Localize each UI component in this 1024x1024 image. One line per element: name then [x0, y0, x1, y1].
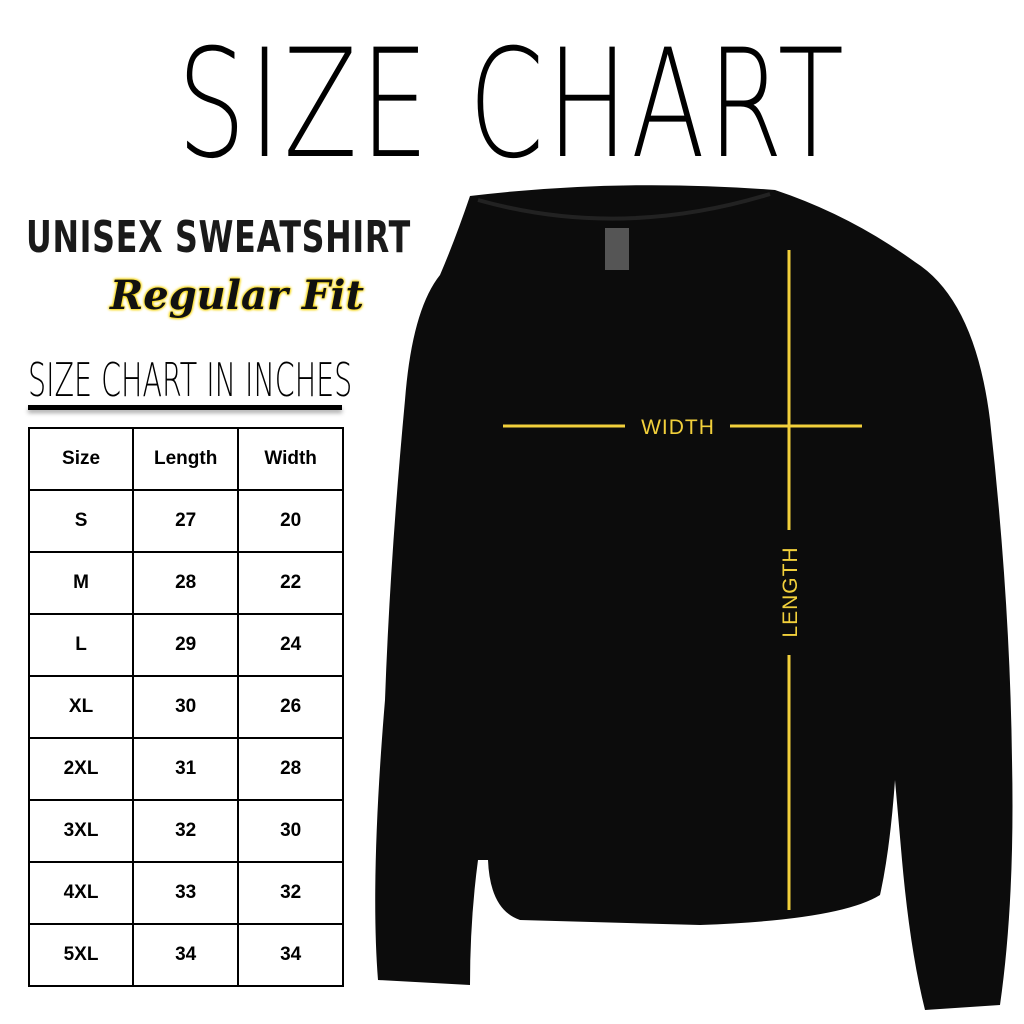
table-header: Size Length Width	[27, 427, 344, 491]
table-row: 4XL 33 32	[27, 861, 344, 925]
neck-label	[605, 228, 629, 270]
table-cell: 2XL	[27, 737, 135, 801]
table-cell: S	[27, 489, 135, 553]
table-cell: 33	[132, 861, 240, 925]
table-cell: 24	[237, 613, 344, 677]
table-cell: 22	[237, 551, 344, 615]
fit-label: Regular Fit	[110, 272, 364, 319]
table-cell: 28	[237, 737, 344, 801]
table-cell: 34	[132, 923, 240, 987]
table-row: M 28 22	[27, 551, 344, 615]
table-cell: XL	[27, 675, 135, 739]
table-cell: 29	[132, 613, 240, 677]
width-label: WIDTH	[641, 416, 715, 439]
table-cell: 26	[237, 675, 344, 739]
table-cell: 31	[132, 737, 240, 801]
table-row: 2XL 31 28	[27, 737, 344, 801]
table-cell: 20	[237, 489, 344, 553]
collar	[477, 192, 771, 221]
table-cell: L	[27, 613, 135, 677]
table-cell: 27	[132, 489, 240, 553]
table-cell: 5XL	[27, 923, 135, 987]
table-row: 5XL 34 34	[27, 923, 344, 987]
chart-heading: SIZE CHART IN INCHES	[28, 353, 353, 407]
table-cell: 34	[237, 923, 344, 987]
table-cell: Width	[237, 427, 344, 491]
table-cell: 32	[132, 799, 240, 863]
table-cell: 32	[237, 861, 344, 925]
table-cell: Length	[132, 427, 240, 491]
table-row: S 27 20	[27, 489, 344, 553]
table-cell: 3XL	[27, 799, 135, 863]
table-cell: M	[27, 551, 135, 615]
table-row: 3XL 32 30	[27, 799, 344, 863]
sweatshirt-image	[375, 185, 1013, 1010]
length-label: LENGTH	[779, 546, 802, 637]
size-table: Size Length Width S 27 20 M 28 22 L 29 24 XL 30 26 2XL 3…	[27, 427, 344, 987]
table-row: L 29 24	[27, 613, 344, 677]
table-cell: 4XL	[27, 861, 135, 925]
heading-underline	[28, 405, 342, 410]
table-cell: 30	[132, 675, 240, 739]
table-row: XL 30 26	[27, 675, 344, 739]
table-cell: 28	[132, 551, 240, 615]
product-name: UNISEX SWEATSHIRT	[26, 212, 411, 263]
table-cell: Size	[27, 427, 135, 491]
page-title: SIZE CHART	[177, 18, 847, 192]
table-cell: 30	[237, 799, 344, 863]
